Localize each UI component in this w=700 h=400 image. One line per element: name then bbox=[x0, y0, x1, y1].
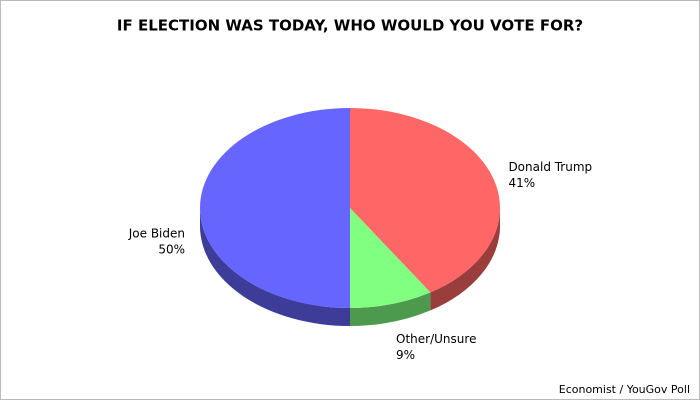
slice-value-label: 50% bbox=[158, 243, 185, 257]
source-note: Economist / YouGov Poll bbox=[559, 383, 690, 396]
slice-side-shade bbox=[430, 208, 500, 311]
slice bbox=[350, 108, 500, 293]
slice-label: Joe Biden bbox=[128, 227, 185, 241]
slice-value-label: 9% bbox=[396, 348, 415, 362]
slice-value-label: 41% bbox=[508, 176, 535, 190]
slice-label: Donald Trump bbox=[508, 160, 592, 174]
slice-side bbox=[350, 292, 431, 326]
slice-label: Other/Unsure bbox=[396, 332, 476, 346]
slice bbox=[200, 108, 350, 308]
slice-side bbox=[200, 208, 350, 326]
slice-side-shade bbox=[200, 208, 350, 326]
slice-side bbox=[430, 208, 500, 311]
chart-title: IF ELECTION WAS TODAY, WHO WOULD YOU VOT… bbox=[117, 17, 583, 35]
slice bbox=[350, 208, 431, 308]
slice-side-shade bbox=[350, 292, 431, 326]
